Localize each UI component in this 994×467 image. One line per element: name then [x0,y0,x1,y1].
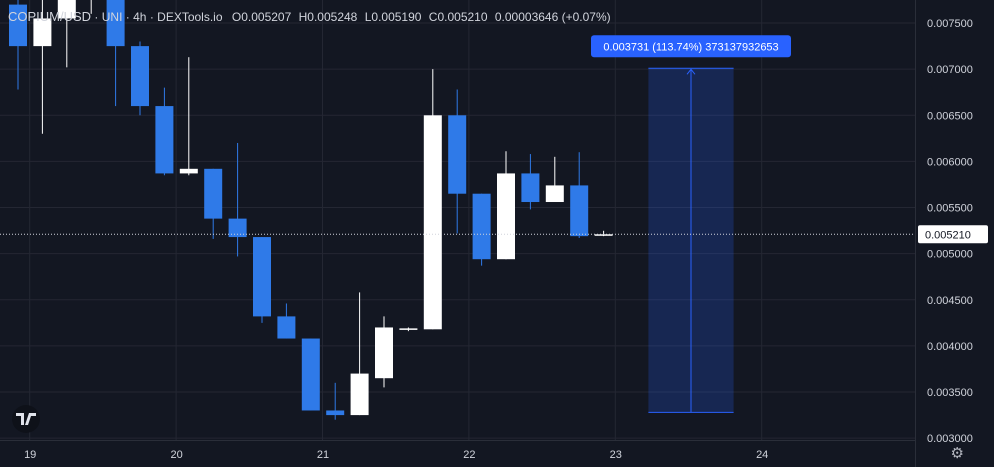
change-value: 0.00003646 (+0.07%) [495,10,611,24]
symbol-label[interactable]: COPIUM/USD [8,9,91,24]
price-tick-label: 0.005500 [927,203,973,215]
price-tick-label: 0.006000 [927,156,973,168]
ohlc-legend: COPIUM/USD · UNI · 4h · DEXTools.io O0.0… [8,9,611,24]
candle-body [302,339,320,411]
price-tick-label: 0.006500 [927,110,973,122]
candle-body [204,169,222,219]
price-tick-label: 0.003500 [927,387,973,399]
open-value: 0.005207 [241,10,291,24]
candle-body [546,185,564,202]
interval-label[interactable]: 4h [133,10,146,24]
candles [9,0,613,420]
time-tick-label: 20 [170,449,182,461]
tradingview-logo-icon[interactable] [12,405,40,433]
candle-body [473,194,491,259]
high-label: H [299,10,308,24]
source-label: DEXTools.io [157,10,222,24]
candle-body [570,185,588,236]
price-tick-label: 0.004000 [927,341,973,353]
candle-body [521,173,539,202]
time-tick-label: 22 [463,449,475,461]
measure-label-text: 0.003731 (113.74%) 373137932653 [603,41,778,53]
candle-body [448,115,466,193]
gear-icon[interactable]: ⚙ [951,444,964,462]
open-label: O [232,10,241,24]
price-tick-label: 0.007500 [927,18,973,30]
exchange-label: UNI [102,10,123,24]
price-range-measure[interactable]: 0.003731 (113.74%) 373137932653 [591,35,791,412]
time-tick-label: 24 [756,449,768,461]
time-tick-label: 23 [610,449,622,461]
candle-body [180,169,198,174]
price-tick-label: 0.007000 [927,64,973,76]
candle-body [277,316,295,338]
time-axis[interactable]: 19 20 21 22 23 24 [0,441,915,462]
last-price-badge-text: 0.005210 [925,229,971,241]
candle-body [424,115,442,329]
candle-body [351,374,369,416]
price-tick-label: 0.005000 [927,249,973,261]
close-value: 0.005210 [437,10,487,24]
candle-body [155,106,173,173]
candle-body [375,327,393,378]
low-value: 0.005190 [371,10,421,24]
tv-logo-glyph [16,413,36,425]
high-value: 0.005248 [307,10,357,24]
candle-body [131,46,149,106]
price-axis[interactable]: 0.0030000.0035000.0040000.0045000.005000… [915,0,994,467]
candle-body [497,173,515,259]
price-tick-label: 0.004500 [927,295,973,307]
candle-body [253,237,271,316]
candle-body [326,410,344,415]
time-tick-label: 19 [24,449,36,461]
time-tick-label: 21 [317,449,329,461]
candle-body [399,328,417,330]
